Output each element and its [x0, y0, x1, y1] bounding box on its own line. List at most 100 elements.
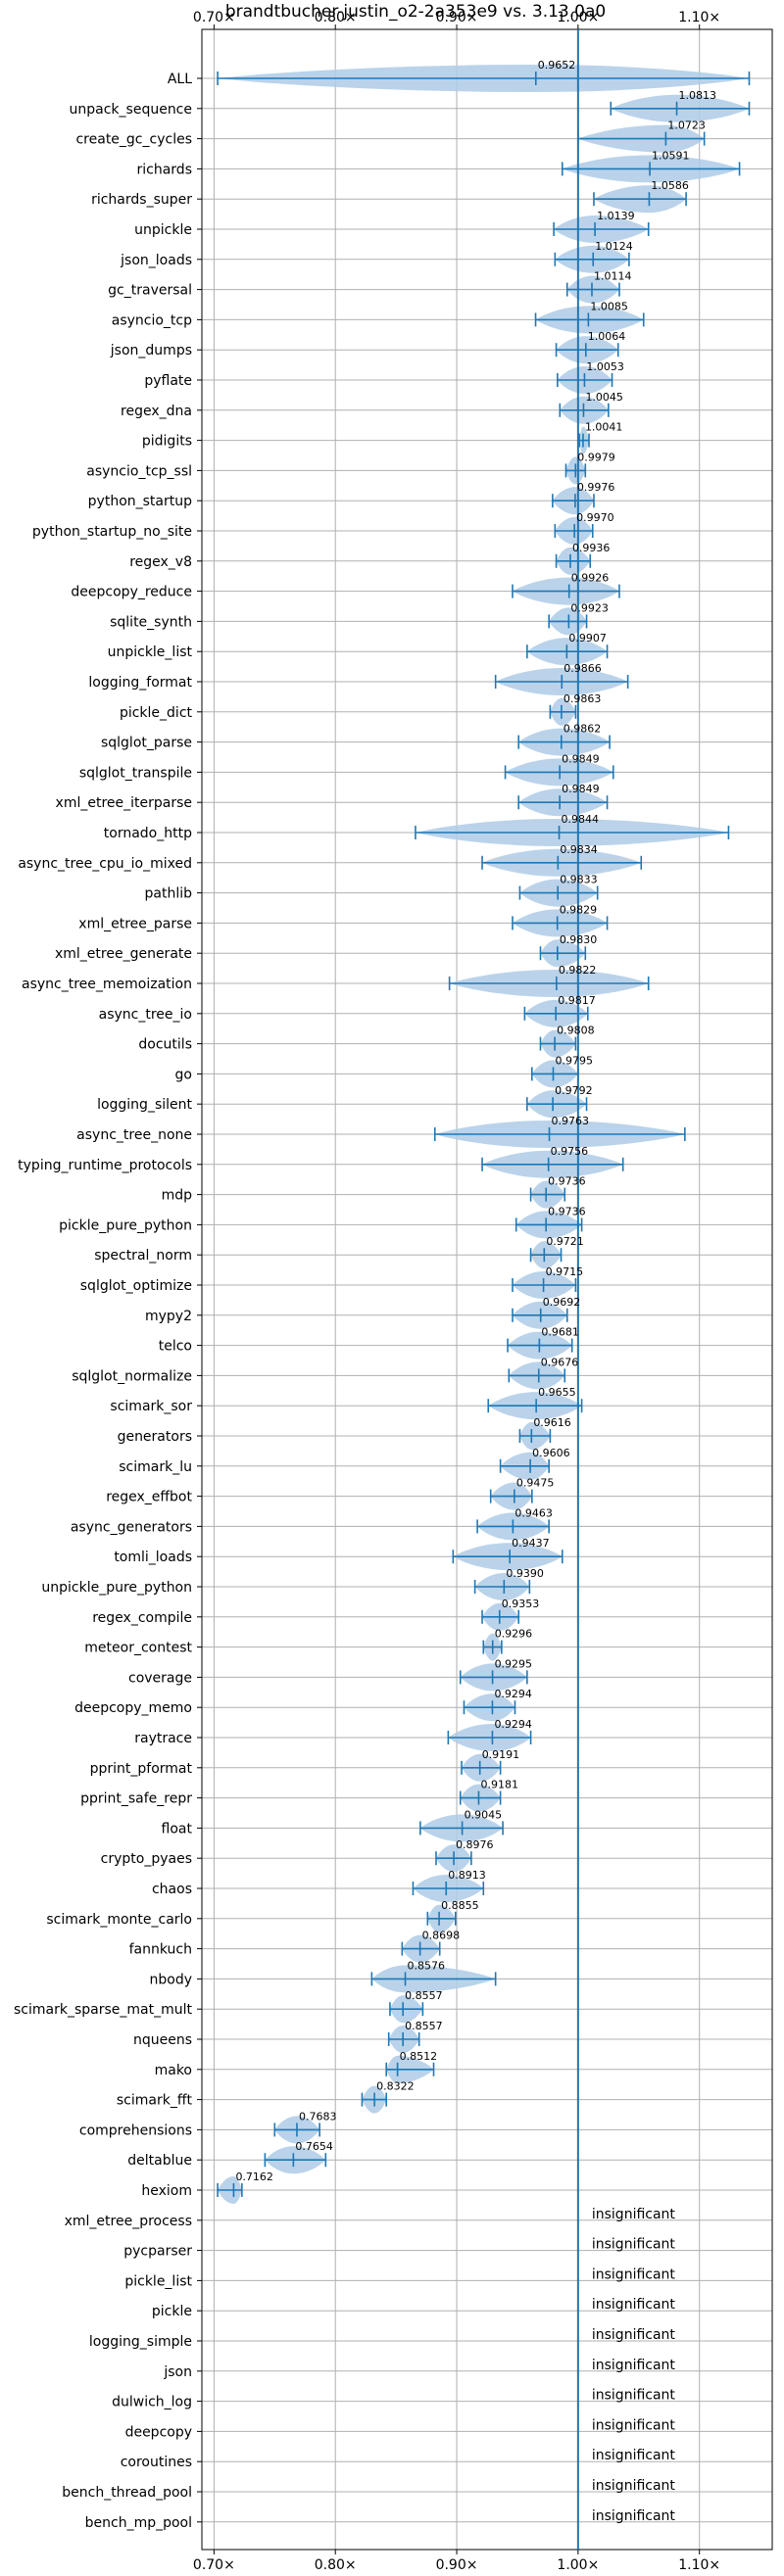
value-label: 0.9606 [532, 1447, 570, 1459]
category-label: async_tree_io [99, 1007, 192, 1023]
category-label: async_tree_memoization [22, 977, 192, 992]
value-label: 0.8698 [422, 1930, 461, 1942]
category-label: hexiom [141, 2183, 192, 2199]
value-label: 0.8322 [376, 2080, 415, 2093]
value-label: 0.9834 [560, 843, 598, 856]
insignificant-label: insignificant [592, 2388, 676, 2404]
insignificant-label: insignificant [592, 2207, 676, 2222]
value-label: 0.9736 [548, 1175, 586, 1188]
category-label: pickle [152, 2304, 192, 2319]
value-label: 0.9463 [514, 1506, 553, 1519]
value-label: 0.9808 [557, 1025, 595, 1037]
category-label: async_tree_none [76, 1127, 192, 1143]
value-label: 0.9907 [568, 632, 607, 644]
category-label: sqlglot_parse [101, 736, 192, 751]
value-label: 0.9849 [562, 752, 600, 765]
plot-frame [201, 28, 773, 2551]
value-label: 0.9849 [562, 783, 600, 795]
category-label: telco [159, 1339, 192, 1355]
value-label: 0.9976 [577, 481, 615, 494]
category-label: python_startup [88, 494, 192, 509]
value-label: 0.9295 [495, 1657, 533, 1670]
category-label: dulwich_log [112, 2395, 192, 2410]
value-label: 0.7683 [299, 2110, 337, 2123]
value-label: 0.9979 [577, 451, 615, 463]
value-label: 0.9926 [571, 572, 610, 585]
category-label: deltablue [127, 2153, 192, 2169]
insignificant-label: insignificant [592, 2478, 676, 2494]
category-label: scimark_sparse_mat_mult [14, 2002, 192, 2018]
value-label: 0.9715 [546, 1265, 584, 1278]
category-label: pycparser [123, 2244, 192, 2260]
category-label: regex_v8 [129, 554, 192, 570]
value-label: 0.9296 [495, 1628, 533, 1641]
category-label: deepcopy_memo [74, 1700, 192, 1716]
category-label: pickle_list [124, 2273, 192, 2289]
category-label: asyncio_tcp [112, 312, 192, 328]
category-label: xml_etree_iterparse [56, 795, 192, 811]
category-label: nbody [150, 1972, 193, 1987]
category-label: regex_compile [92, 1610, 192, 1626]
insignificant-label: insignificant [592, 2358, 676, 2373]
value-label: 1.0591 [652, 149, 690, 162]
value-label: 0.9616 [533, 1416, 571, 1429]
value-label: 1.0124 [595, 240, 633, 253]
category-label: coverage [128, 1670, 192, 1686]
category-label: typing_runtime_protocols [18, 1158, 192, 1173]
value-label: 0.9763 [552, 1115, 590, 1127]
category-label: sqlglot_normalize [72, 1368, 192, 1384]
category-label: create_gc_cycles [75, 132, 192, 148]
value-label: 0.9756 [551, 1145, 589, 1158]
x-tick-label-top: 0.90× [436, 10, 478, 25]
value-label: 0.9830 [560, 933, 598, 946]
category-label: docutils [138, 1037, 192, 1053]
category-label: gc_traversal [108, 283, 192, 299]
value-label: 0.7654 [295, 2140, 333, 2153]
category-label: tornado_http [104, 826, 192, 841]
insignificant-label: insignificant [592, 2266, 676, 2282]
value-label: 0.9833 [560, 874, 598, 886]
value-label: 0.9863 [564, 692, 602, 705]
value-label: 0.9970 [576, 511, 614, 524]
category-label: pickle_pure_python [59, 1217, 192, 1233]
value-label: 0.8512 [400, 2050, 438, 2063]
category-label: pprint_safe_repr [80, 1791, 192, 1807]
value-label: 0.9437 [512, 1537, 550, 1550]
value-label: 0.8913 [448, 1869, 486, 1882]
category-label: raytrace [134, 1731, 192, 1746]
category-label: unpickle [134, 222, 192, 238]
x-tick-label-top: 0.70× [193, 10, 235, 25]
value-label: 0.9923 [570, 601, 609, 614]
value-label: 0.9829 [560, 903, 598, 916]
category-label: json [163, 2364, 192, 2380]
value-label: 0.9045 [465, 1808, 502, 1821]
x-tick-label-top: 1.10× [678, 10, 720, 25]
category-label: pidigits [142, 434, 192, 450]
category-label: ALL [168, 72, 192, 87]
value-label: 0.8557 [405, 1989, 443, 2002]
category-label: sqlglot_optimize [80, 1278, 192, 1294]
x-tick-label-bottom: 0.80× [315, 2557, 357, 2573]
category-label: async_tree_cpu_io_mixed [18, 856, 192, 872]
value-label: 0.9862 [564, 723, 602, 736]
insignificant-label: insignificant [592, 2417, 676, 2433]
category-label: asyncio_tcp_ssl [86, 463, 192, 479]
value-label: 1.0139 [597, 210, 635, 222]
category-label: xml_etree_generate [55, 946, 192, 962]
category-label: logging_silent [97, 1097, 192, 1113]
insignificant-label: insignificant [592, 2297, 676, 2313]
label-layer: ALL unpack_sequence create_gc_cyclesrichar… [14, 59, 716, 2531]
value-label: 0.9294 [494, 1718, 531, 1731]
value-label: 0.7162 [235, 2171, 273, 2183]
category-label: scimark_fft [117, 2093, 193, 2109]
category-label: logging_simple [89, 2334, 192, 2350]
category-label: pprint_pformat [90, 1761, 193, 1777]
category-label: spectral_norm [94, 1248, 192, 1264]
category-label: regex_effbot [106, 1490, 192, 1505]
x-tick-label-bottom: 1.10× [678, 2557, 720, 2573]
x-tick-label-bottom: 0.90× [436, 2557, 478, 2573]
x-tick-label-top: 0.80× [315, 10, 357, 25]
value-label: 0.9390 [506, 1567, 544, 1580]
category-label: python_startup_no_site [32, 524, 192, 540]
category-label: deepcopy_reduce [71, 585, 192, 600]
